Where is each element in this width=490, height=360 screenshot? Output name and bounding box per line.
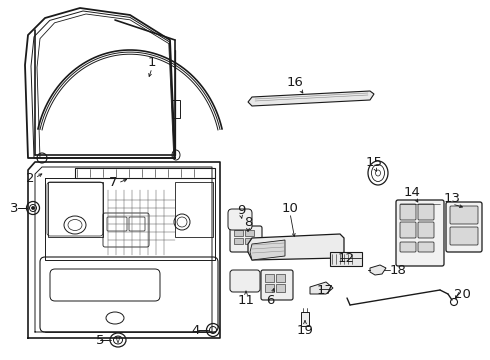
Bar <box>75 168 215 178</box>
FancyBboxPatch shape <box>400 204 416 220</box>
FancyBboxPatch shape <box>261 270 293 300</box>
FancyBboxPatch shape <box>400 242 416 252</box>
Bar <box>234 230 243 236</box>
Polygon shape <box>248 234 344 260</box>
Polygon shape <box>370 265 386 275</box>
Text: 2: 2 <box>26 171 34 184</box>
FancyBboxPatch shape <box>450 206 478 224</box>
Text: 17: 17 <box>317 284 334 297</box>
Text: 12: 12 <box>338 252 354 265</box>
Bar <box>276 274 285 282</box>
Text: 10: 10 <box>282 202 298 215</box>
FancyBboxPatch shape <box>400 222 416 238</box>
Text: 11: 11 <box>238 293 254 306</box>
Bar <box>276 284 285 292</box>
Bar <box>175 182 213 237</box>
Bar <box>172 100 180 118</box>
Text: 19: 19 <box>296 324 314 337</box>
FancyBboxPatch shape <box>418 242 434 252</box>
Text: 13: 13 <box>443 192 461 204</box>
Polygon shape <box>310 282 333 294</box>
Bar <box>48 182 103 237</box>
Text: 7: 7 <box>109 176 117 189</box>
Polygon shape <box>248 91 374 106</box>
Text: 16: 16 <box>287 77 303 90</box>
Text: 4: 4 <box>192 324 200 337</box>
Text: 20: 20 <box>454 288 470 302</box>
Text: 18: 18 <box>390 264 406 276</box>
FancyBboxPatch shape <box>228 209 252 230</box>
FancyBboxPatch shape <box>418 222 434 238</box>
Ellipse shape <box>31 207 34 210</box>
FancyBboxPatch shape <box>396 200 444 266</box>
Bar <box>245 230 254 236</box>
Bar <box>301 312 309 326</box>
Text: 8: 8 <box>244 216 252 230</box>
FancyBboxPatch shape <box>446 202 482 252</box>
Polygon shape <box>250 240 285 260</box>
Text: 1: 1 <box>148 55 156 68</box>
Text: 15: 15 <box>366 157 383 170</box>
FancyBboxPatch shape <box>230 226 262 252</box>
Text: 5: 5 <box>96 333 104 346</box>
Text: 9: 9 <box>237 203 245 216</box>
Bar <box>330 252 362 266</box>
Bar <box>265 274 274 282</box>
Text: 14: 14 <box>404 185 420 198</box>
FancyBboxPatch shape <box>418 204 434 220</box>
Bar <box>245 238 254 244</box>
FancyBboxPatch shape <box>230 270 260 292</box>
Text: 3: 3 <box>10 202 18 215</box>
Bar <box>234 238 243 244</box>
Text: 6: 6 <box>266 293 274 306</box>
FancyBboxPatch shape <box>450 227 478 245</box>
Bar <box>265 284 274 292</box>
